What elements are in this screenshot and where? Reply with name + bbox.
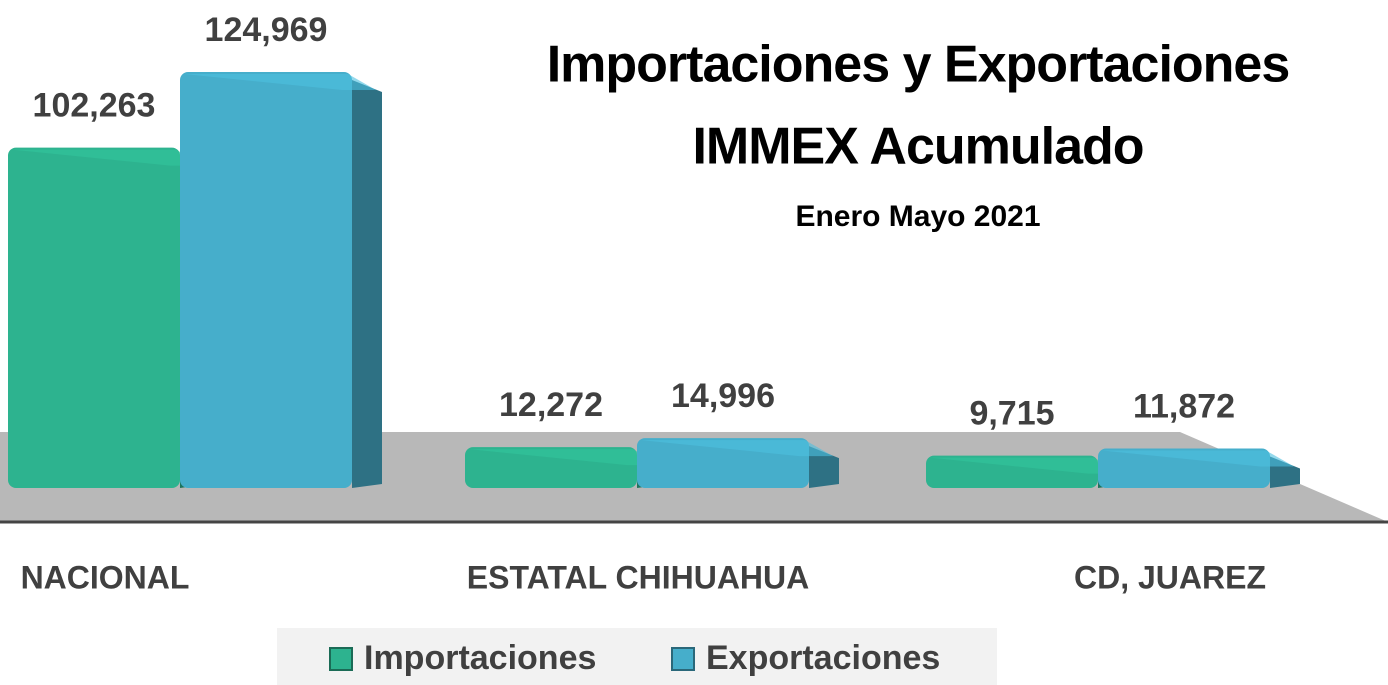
bar (8, 147, 180, 488)
bar-top (469, 449, 661, 466)
bar-top (641, 440, 833, 457)
value-label: 11,872 (1133, 387, 1235, 425)
value-label: 12,272 (499, 386, 603, 424)
x-tick-label: ESTATAL CHIHUAHUA (467, 559, 810, 595)
value-label: 124,969 (205, 11, 328, 49)
value-label: 9,715 (969, 395, 1054, 433)
x-tick-label: NACIONAL (21, 559, 190, 595)
bar (180, 72, 352, 488)
bar-top (1102, 450, 1294, 467)
annotation: Enero Mayo 2021 (795, 200, 1040, 233)
chart-subtitle: IMMEX Acumulado (692, 118, 1143, 176)
bar-top (12, 149, 204, 166)
bar-top (184, 74, 376, 90)
bar-side (352, 80, 382, 488)
bar-side (809, 446, 839, 488)
x-tick-label: CD, JUAREZ (1074, 559, 1266, 595)
legend-label: Importaciones (364, 639, 596, 677)
value-label: 102,263 (33, 87, 156, 125)
legend-label: Exportaciones (706, 639, 940, 677)
value-label: 14,996 (671, 377, 775, 415)
legend-swatch (329, 647, 353, 671)
legend-box (277, 628, 997, 685)
legend-swatch (671, 647, 695, 671)
chart-title: Importaciones y Exportaciones (547, 36, 1290, 94)
bar-top (930, 457, 1122, 474)
